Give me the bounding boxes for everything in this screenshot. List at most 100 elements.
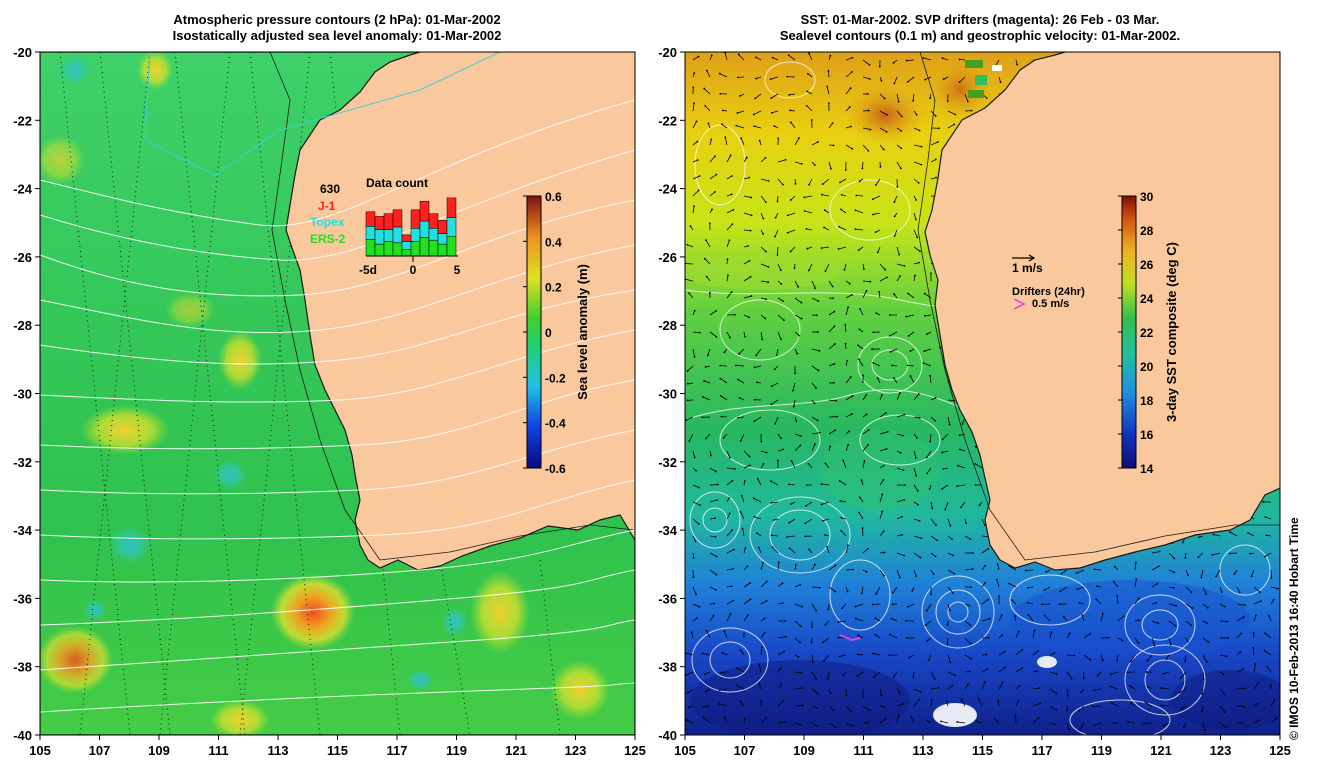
velocity-vector [806, 228, 813, 231]
velocity-vector-head [986, 668, 989, 671]
velocity-vector [794, 687, 803, 690]
velocity-vector-head [744, 546, 747, 549]
velocity-vector [741, 495, 745, 503]
velocity-vector-head [886, 276, 888, 279]
velocity-vector [685, 278, 694, 282]
velocity-vector-head [1190, 591, 1193, 594]
velocity-vector [758, 683, 762, 690]
velocity-vector-head [881, 493, 884, 496]
velocity-vector [685, 652, 694, 656]
velocity-vector-head [722, 437, 725, 439]
velocity-vector-head [888, 314, 891, 316]
velocity-vector-head [699, 504, 702, 507]
velocity-vector-head [971, 567, 974, 570]
velocity-vector-head [711, 208, 713, 211]
colorbar-tick-label: 14 [1140, 462, 1154, 476]
velocity-vector [879, 127, 887, 133]
velocity-vector-head [838, 655, 841, 658]
sealevel-contours [685, 61, 1271, 735]
velocity-vector-head [880, 394, 883, 396]
velocity-vector-head [775, 354, 778, 356]
velocity-vector-head [874, 231, 877, 234]
velocity-vector [913, 450, 917, 459]
velocity-vector [720, 378, 728, 384]
velocity-vector [975, 463, 983, 469]
x-tick-label: 107 [89, 743, 111, 758]
velocity-vector-head [739, 95, 741, 97]
velocity-vector-head [697, 55, 700, 58]
velocity-vector [1028, 614, 1034, 622]
velocity-vector [788, 518, 796, 524]
velocity-vector [875, 586, 881, 595]
velocity-vector-head [892, 62, 895, 64]
velocity-vector [1128, 721, 1136, 724]
velocity-vector-head [693, 309, 696, 312]
colorbar-tick-label: 16 [1140, 428, 1154, 442]
velocity-vector [777, 195, 779, 202]
velocity-vector [823, 654, 830, 662]
velocity-vector-head [818, 431, 821, 434]
velocity-vector-head [779, 269, 782, 272]
velocity-vector-head [882, 530, 885, 533]
velocity-vector-head [693, 102, 695, 105]
velocity-vector-head [856, 675, 859, 678]
velocity-vector [892, 586, 898, 593]
velocity-vector-head [915, 199, 918, 201]
velocity-vector [896, 144, 902, 149]
velocity-vector-head [1008, 582, 1011, 585]
colorbar-tick-label: -0.2 [545, 371, 566, 385]
velocity-vector-head [970, 109, 973, 112]
velocity-vector [913, 246, 921, 252]
velocity-vector-head [977, 698, 980, 700]
velocity-vector-head [720, 671, 723, 674]
velocity-vector-head [934, 555, 937, 558]
velocity-vector-head [1014, 714, 1017, 717]
velocity-vector-head [1162, 724, 1165, 727]
velocity-vector-head [1242, 668, 1245, 671]
velocity-vector [930, 159, 937, 163]
inset-bar-segment [437, 243, 448, 257]
velocity-vector-head [1215, 575, 1218, 578]
drifters-scale-label: 0.5 m/s [1032, 298, 1069, 310]
velocity-vector-head [782, 183, 784, 186]
y-tick-label: -34 [13, 523, 33, 538]
velocity-vector-head [915, 437, 918, 439]
velocity-vector-head [872, 331, 875, 334]
velocity-vector [821, 246, 830, 249]
velocity-vector [1253, 683, 1259, 690]
velocity-vector-head [1222, 673, 1225, 676]
velocity-vector-head [871, 652, 874, 655]
velocity-vector [879, 448, 887, 452]
velocity-vector [811, 586, 820, 589]
velocity-vector-head [705, 437, 707, 440]
velocity-vector [896, 275, 901, 282]
velocity-vector [1179, 688, 1187, 694]
velocity-vector [709, 155, 716, 163]
velocity-vector-head [901, 515, 903, 518]
velocity-vector-head [1109, 685, 1112, 688]
velocity-vector-head [917, 393, 920, 395]
velocity-vector [959, 76, 966, 83]
velocity-vector-head [773, 368, 776, 371]
velocity-vector-head [974, 462, 977, 465]
velocity-vector-head [879, 165, 882, 168]
velocity-vector-head [811, 626, 813, 628]
velocity-vector [705, 239, 711, 248]
velocity-vector-head [911, 589, 914, 592]
velocity-vector-head [886, 430, 889, 433]
velocity-vector [811, 654, 814, 662]
velocity-vector [845, 106, 851, 112]
velocity-vector-head [985, 96, 988, 99]
velocity-vector [828, 586, 836, 592]
velocity-vector-head [800, 301, 803, 304]
velocity-vector-head [731, 223, 734, 226]
velocity-vector [760, 157, 766, 163]
velocity-vector-head [834, 726, 837, 729]
inset-bar-segment [365, 239, 376, 257]
velocity-vector-head [942, 467, 945, 470]
velocity-vector-head [774, 422, 777, 425]
velocity-vector [821, 194, 830, 197]
velocity-vector-head [850, 125, 852, 128]
velocity-vector [709, 615, 714, 622]
velocity-vector-head [1122, 615, 1125, 618]
